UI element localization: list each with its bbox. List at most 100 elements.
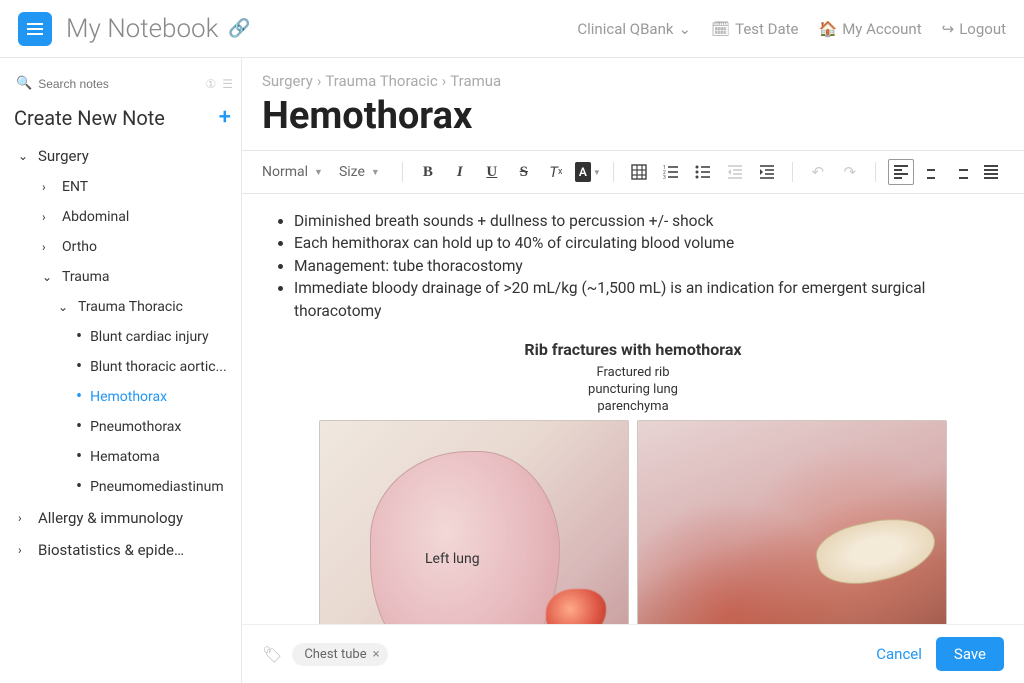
outdent-button[interactable] — [722, 159, 748, 185]
indent-button[interactable] — [754, 159, 780, 185]
font-size-select[interactable]: Size▼ — [339, 164, 390, 180]
tree-item-trauma[interactable]: ⌄Trauma — [14, 262, 241, 292]
chevron-right-icon: › — [18, 543, 30, 557]
notes-tree: ⌄Surgery ›ENT ›Abdominal ›Ortho ⌄Trauma … — [14, 140, 241, 566]
tree-item-trauma-thoracic[interactable]: ⌄Trauma Thoracic — [14, 292, 241, 322]
clear-format-button[interactable]: Tx — [543, 159, 569, 185]
bold-button[interactable]: B — [415, 159, 441, 185]
tree-item-surgery[interactable]: ⌄Surgery — [14, 140, 241, 172]
search-row: 🔍 ① ☰ — [14, 72, 241, 105]
app-title: My Notebook — [66, 14, 218, 44]
create-note-heading: Create New Note — [14, 106, 165, 130]
toolbar-divider — [613, 162, 614, 182]
tag-chip[interactable]: Chest tube × — [292, 643, 387, 666]
note-bullet: Each hemithorax can hold up to 40% of ci… — [294, 232, 1004, 254]
home-icon: 🏠 — [819, 20, 838, 38]
align-justify-button[interactable] — [978, 159, 1004, 185]
top-bar: My Notebook 🔗 Clinical QBank ⌄ 🗓 Test Da… — [0, 0, 1024, 58]
breadcrumb-segment[interactable]: Surgery — [262, 72, 313, 90]
nav-test-date[interactable]: 🗓 Test Date — [711, 20, 798, 38]
editor-content[interactable]: Diminished breath sounds + dullness to p… — [242, 194, 1024, 624]
table-button[interactable] — [626, 159, 652, 185]
logout-icon: ↪ — [942, 20, 955, 38]
save-button[interactable]: Save — [936, 637, 1004, 671]
toolbar-divider — [792, 162, 793, 182]
editor-footer: 🏷 Chest tube × Cancel Save — [242, 624, 1024, 683]
tag-icon[interactable]: 🏷 — [262, 645, 282, 664]
diagram-panel-left: Left lung — [319, 420, 629, 624]
anatomy-diagram: Left lung — [262, 420, 1004, 624]
chevron-down-icon: ▼ — [314, 167, 323, 178]
breadcrumb: Surgery›Trauma Thoracic›Tramua — [242, 58, 1024, 94]
remove-tag-icon[interactable]: × — [373, 647, 380, 662]
create-note-button[interactable]: + — [219, 105, 231, 130]
paragraph-style-select[interactable]: Normal▼ — [262, 164, 333, 180]
nav-label: Test Date — [735, 20, 798, 38]
cancel-button[interactable]: Cancel — [876, 645, 922, 663]
tree-note-item-active[interactable]: •Hemothorax — [14, 382, 241, 412]
calendar-icon: 🗓 — [711, 20, 730, 38]
undo-button[interactable]: ↶ — [805, 159, 831, 185]
nav-label: My Account — [842, 20, 921, 38]
chevron-right-icon: › — [18, 511, 30, 525]
tree-note-item[interactable]: •Pneumothorax — [14, 412, 241, 442]
chevron-right-icon: › — [42, 180, 54, 194]
note-bullet: Diminished breath sounds + dullness to p… — [294, 210, 1004, 232]
toolbar-divider — [402, 162, 403, 182]
note-bullet: Immediate bloody drainage of >20 mL/kg (… — [294, 277, 1004, 322]
lung-label: Left lung — [425, 551, 480, 567]
tree-note-item[interactable]: •Blunt cardiac injury — [14, 322, 241, 352]
redo-button[interactable]: ↷ — [837, 159, 863, 185]
tree-note-item[interactable]: •Pneumomediastinum — [14, 472, 241, 502]
align-right-button[interactable] — [948, 159, 974, 185]
italic-button[interactable]: I — [447, 159, 473, 185]
align-left-button[interactable] — [888, 159, 914, 185]
tree-item-abdominal[interactable]: ›Abdominal — [14, 202, 241, 232]
tree-item-ent[interactable]: ›ENT — [14, 172, 241, 202]
nav-label: Clinical QBank — [577, 20, 673, 38]
chevron-down-icon: ⌄ — [678, 20, 691, 38]
ordered-list-button[interactable]: 123 — [658, 159, 684, 185]
search-input[interactable] — [38, 77, 199, 91]
top-nav: Clinical QBank ⌄ 🗓 Test Date 🏠 My Accoun… — [577, 20, 1006, 38]
nav-label: Logout — [959, 20, 1006, 38]
text-color-button[interactable]: A▼ — [575, 159, 601, 185]
main-content: Surgery›Trauma Thoracic›Tramua Hemothora… — [242, 58, 1024, 683]
toolbar-divider — [875, 162, 876, 182]
filter-icon[interactable]: ☰ — [222, 77, 233, 91]
unordered-list-button[interactable] — [690, 159, 716, 185]
image-subcaption: Fractured rib puncturing lung parenchyma — [262, 365, 1004, 416]
chevron-down-icon: ⌄ — [58, 300, 70, 314]
svg-text:3: 3 — [663, 175, 666, 180]
nav-clinical-qbank[interactable]: Clinical QBank ⌄ — [577, 20, 691, 38]
underline-button[interactable]: U — [479, 159, 505, 185]
note-bullet: Management: tube thoracostomy — [294, 255, 1004, 277]
note-title: Hemothorax — [242, 94, 1024, 150]
editor-toolbar: Normal▼ Size▼ B I U S Tx A▼ 123 — [242, 150, 1024, 194]
history-icon[interactable]: ① — [205, 77, 216, 91]
tree-item-ortho[interactable]: ›Ortho — [14, 232, 241, 262]
tag-label: Chest tube — [304, 647, 366, 662]
chevron-down-icon: ⌄ — [42, 270, 54, 284]
hamburger-menu-button[interactable] — [18, 12, 52, 46]
tree-item-biostats[interactable]: ›Biostatistics & epidemiology — [14, 534, 241, 566]
chevron-down-icon: ▼ — [593, 168, 601, 177]
strike-button[interactable]: S — [511, 159, 537, 185]
link-icon[interactable]: 🔗 — [228, 18, 250, 39]
tree-item-allergy[interactable]: ›Allergy & immunology — [14, 502, 241, 534]
chevron-right-icon: › — [42, 210, 54, 224]
search-icon: 🔍 — [16, 76, 32, 91]
breadcrumb-segment[interactable]: Trauma Thoracic — [325, 72, 437, 90]
nav-logout[interactable]: ↪ Logout — [942, 20, 1006, 38]
align-center-button[interactable] — [918, 159, 944, 185]
sidebar: 🔍 ① ☰ Create New Note + ⌄Surgery ›ENT ›A… — [0, 58, 242, 683]
tree-note-item[interactable]: •Blunt thoracic aortic... — [14, 352, 241, 382]
image-caption: Rib fractures with hemothorax — [262, 340, 1004, 359]
diagram-panel-right — [637, 420, 947, 624]
chevron-down-icon: ⌄ — [18, 149, 30, 163]
chevron-down-icon: ▼ — [371, 167, 380, 178]
nav-my-account[interactable]: 🏠 My Account — [819, 20, 922, 38]
chevron-right-icon: › — [42, 240, 54, 254]
tree-note-item[interactable]: •Hematoma — [14, 442, 241, 472]
breadcrumb-segment[interactable]: Tramua — [450, 72, 501, 90]
